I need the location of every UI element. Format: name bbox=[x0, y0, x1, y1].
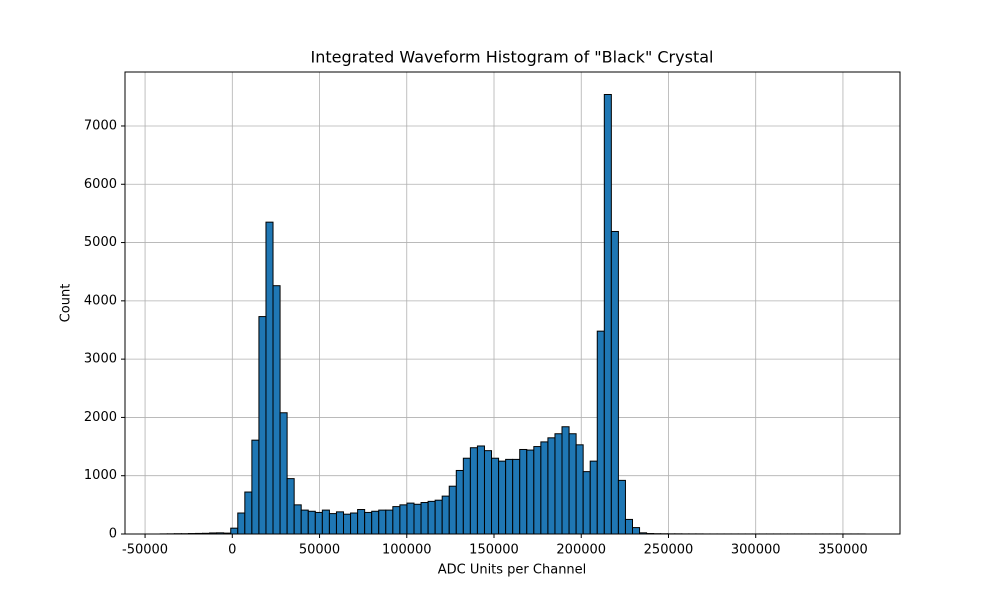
bar bbox=[589, 460, 598, 535]
y-tick-label: 3000 bbox=[84, 352, 117, 367]
bar bbox=[378, 509, 387, 535]
x-tick-label: 300000 bbox=[731, 543, 781, 558]
bar bbox=[469, 447, 478, 535]
bar bbox=[293, 504, 302, 535]
x-tick-label: 150000 bbox=[469, 543, 519, 558]
bar bbox=[406, 502, 415, 535]
y-tick-label: 4000 bbox=[84, 293, 117, 308]
bar bbox=[441, 495, 450, 535]
bar bbox=[554, 433, 563, 535]
bar bbox=[258, 316, 267, 535]
bar bbox=[364, 511, 373, 535]
y-tick-label: 6000 bbox=[84, 177, 117, 192]
bar bbox=[512, 458, 521, 535]
bar bbox=[300, 509, 309, 535]
bar bbox=[505, 458, 514, 535]
bar bbox=[568, 433, 577, 535]
plot-frame bbox=[124, 71, 901, 535]
bar bbox=[533, 446, 542, 535]
x-tick-label: 100000 bbox=[382, 543, 432, 558]
bar bbox=[519, 448, 528, 535]
bar bbox=[371, 510, 380, 535]
bar bbox=[434, 499, 443, 535]
x-tick-label: 0 bbox=[228, 543, 236, 558]
bar bbox=[547, 437, 556, 535]
bar bbox=[624, 518, 634, 535]
x-tick-label: 200000 bbox=[556, 543, 606, 558]
bar bbox=[603, 93, 612, 535]
y-tick-label: 1000 bbox=[84, 468, 117, 483]
x-tick-label: 250000 bbox=[644, 543, 694, 558]
bar bbox=[462, 457, 471, 535]
bar bbox=[413, 503, 422, 535]
bar bbox=[448, 485, 457, 535]
bar bbox=[251, 439, 260, 535]
bar bbox=[455, 469, 464, 535]
bar bbox=[483, 450, 493, 535]
bar bbox=[427, 500, 436, 535]
x-tick-label: -50000 bbox=[122, 543, 168, 558]
y-tick-label: 0 bbox=[109, 527, 117, 542]
bar bbox=[540, 441, 549, 535]
bar bbox=[476, 445, 485, 535]
bar bbox=[420, 502, 429, 535]
bar bbox=[237, 512, 246, 535]
y-axis-label: Count bbox=[59, 284, 74, 323]
x-tick-label: 350000 bbox=[818, 543, 868, 558]
bar bbox=[498, 460, 507, 535]
bar bbox=[561, 426, 570, 535]
bar bbox=[230, 527, 239, 535]
y-tick-label: 5000 bbox=[84, 235, 117, 250]
bar bbox=[244, 491, 253, 535]
bar bbox=[343, 513, 352, 535]
bar bbox=[632, 527, 641, 535]
bar bbox=[279, 412, 288, 535]
bar bbox=[575, 444, 584, 535]
y-tick-label: 7000 bbox=[84, 118, 117, 133]
bar bbox=[314, 511, 323, 535]
bar bbox=[385, 509, 394, 535]
bar bbox=[286, 478, 295, 535]
bar bbox=[392, 506, 401, 535]
bar bbox=[350, 512, 359, 535]
x-tick-label: 50000 bbox=[299, 543, 340, 558]
bar bbox=[491, 457, 500, 535]
bar bbox=[265, 221, 274, 535]
bar bbox=[357, 509, 366, 535]
bar bbox=[596, 330, 605, 535]
bar bbox=[272, 285, 281, 535]
bar bbox=[617, 479, 626, 535]
bar bbox=[526, 449, 535, 535]
bar bbox=[307, 510, 316, 535]
bar bbox=[321, 509, 330, 535]
y-tick-label: 2000 bbox=[84, 410, 117, 425]
x-axis-label: ADC Units per Channel bbox=[438, 563, 587, 578]
bar bbox=[328, 513, 337, 535]
chart-title: Integrated Waveform Histogram of "Black"… bbox=[311, 48, 714, 67]
bar bbox=[610, 230, 619, 535]
bar bbox=[582, 471, 591, 535]
bar bbox=[335, 511, 345, 535]
bar bbox=[399, 504, 408, 535]
